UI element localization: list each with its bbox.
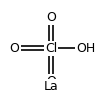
- Text: Cl: Cl: [45, 41, 57, 55]
- Text: O: O: [46, 75, 56, 88]
- Text: OH: OH: [76, 41, 95, 55]
- Text: O: O: [46, 11, 56, 24]
- Text: La: La: [44, 80, 58, 93]
- Text: O: O: [10, 41, 20, 55]
